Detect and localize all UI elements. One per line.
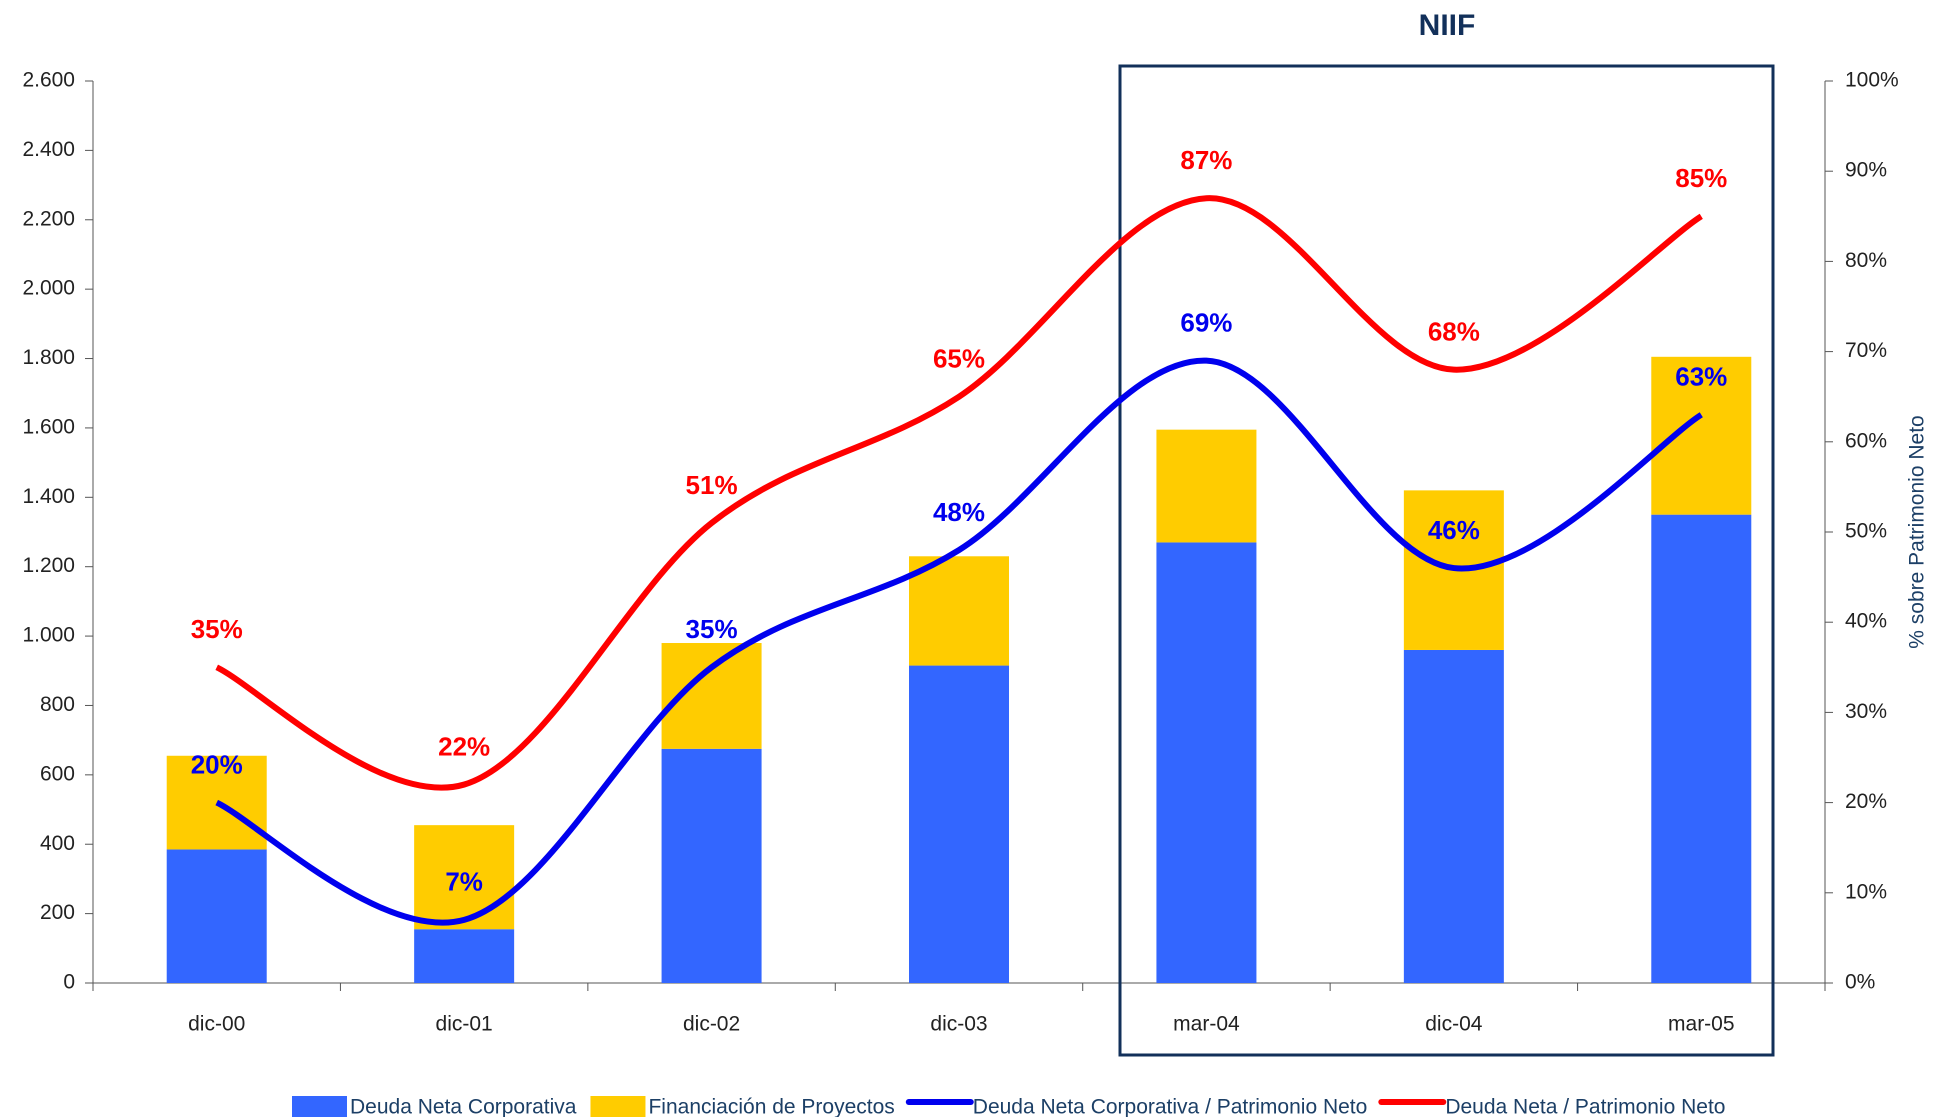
y-tick-label: 2.000 <box>22 277 75 300</box>
x-tick-label: dic-03 <box>930 1013 987 1036</box>
data-label: 20% <box>191 749 243 779</box>
y-tick-label: 600 <box>40 762 75 785</box>
legend-label: Deuda Neta / Patrimonio Neto <box>1445 1096 1725 1117</box>
bar <box>1156 429 1257 543</box>
y-tick-label: 400 <box>40 832 75 855</box>
y-tick-label: 2.200 <box>22 207 75 230</box>
annotation: NIIF <box>1419 9 1476 42</box>
y2-tick-label: 70% <box>1845 339 1887 362</box>
y2-tick-label: 20% <box>1845 790 1887 813</box>
y-tick-label: 800 <box>40 693 75 716</box>
data-label: 51% <box>686 470 738 500</box>
y-tick-label: 1.600 <box>22 415 75 438</box>
y-tick-label: 200 <box>40 901 75 924</box>
y2-axis-title: % sobre Patrimonio Neto <box>1906 415 1929 648</box>
data-label: 85% <box>1675 163 1727 193</box>
niif-box <box>1118 64 1775 1057</box>
legend-label: Deuda Neta Corporativa <box>350 1096 577 1117</box>
bar <box>414 929 515 983</box>
bar <box>909 665 1009 983</box>
x-tick-label: dic-02 <box>683 1013 740 1036</box>
y-tick-label: 1.000 <box>22 624 75 647</box>
y2-tick-label: 10% <box>1845 880 1887 903</box>
x-tick-label: mar-05 <box>1668 1013 1735 1036</box>
x-tick-label: dic-00 <box>188 1013 245 1036</box>
data-label: 65% <box>933 344 985 374</box>
data-label: 46% <box>1428 515 1480 545</box>
y-tick-label: 1.800 <box>22 346 75 369</box>
bar <box>1403 649 1504 983</box>
y2-tick-label: 90% <box>1845 159 1887 182</box>
line <box>215 357 1703 926</box>
y-tick-label: 2.400 <box>22 138 75 161</box>
y-tick-label: 1.400 <box>22 485 75 508</box>
y2-tick-label: 80% <box>1845 249 1887 272</box>
y-tick-label: 1.200 <box>22 554 75 577</box>
y2-tick-label: 60% <box>1845 429 1887 452</box>
bar <box>661 748 762 983</box>
x-tick-label: dic-01 <box>436 1013 493 1036</box>
y-tick-label: 2.600 <box>22 69 75 92</box>
bar <box>414 825 515 930</box>
x-tick-label: dic-04 <box>1425 1013 1483 1036</box>
line <box>215 195 1703 791</box>
data-label: 68% <box>1428 317 1480 347</box>
y2-tick-label: 30% <box>1845 700 1887 723</box>
data-label: 69% <box>1180 307 1232 337</box>
legend-swatch <box>590 1096 646 1117</box>
data-label: 22% <box>438 731 490 761</box>
legend-label: Financiación de Proyectos <box>648 1096 894 1117</box>
y2-tick-label: 50% <box>1845 520 1887 543</box>
data-label: 87% <box>1180 145 1232 175</box>
y2-tick-label: 100% <box>1845 69 1899 92</box>
bar <box>1156 542 1257 983</box>
data-label: 35% <box>191 614 243 644</box>
bar <box>1651 514 1752 983</box>
y2-tick-label: 40% <box>1845 610 1887 633</box>
y2-tick-label: 0% <box>1845 971 1875 994</box>
data-label: 63% <box>1675 362 1727 392</box>
data-label: 35% <box>686 614 738 644</box>
y-tick-label: 0 <box>63 971 75 994</box>
x-tick-label: mar-04 <box>1173 1013 1240 1036</box>
legend-swatch <box>292 1096 347 1117</box>
bar <box>909 556 1009 666</box>
bar <box>166 849 267 983</box>
legend-label: Deuda Neta Corporativa / Patrimonio Neto <box>973 1096 1368 1117</box>
bar <box>1651 356 1752 515</box>
data-label: 7% <box>445 867 483 897</box>
data-label: 48% <box>933 497 985 527</box>
